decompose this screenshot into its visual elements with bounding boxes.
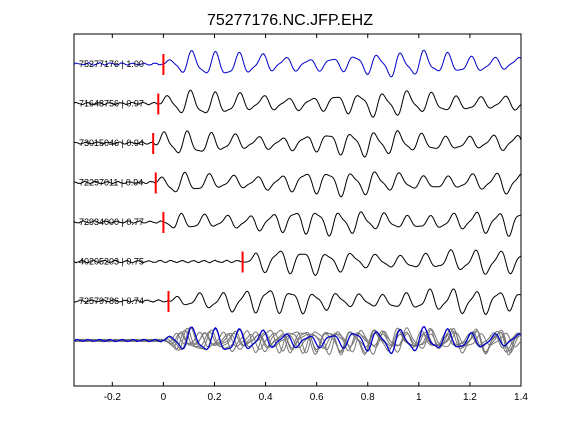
x-tick-label-8: 1.4 [514, 392, 528, 403]
x-tick-label-3: 0.4 [259, 392, 273, 403]
trace-label-1: 71648756 | 0.97 [79, 99, 144, 109]
x-tick-label-4: 0.6 [310, 392, 324, 403]
x-tick-label-5: 0.8 [361, 392, 375, 403]
x-tick-label-6: 1 [416, 392, 422, 403]
plot-frame [73, 33, 522, 387]
chart-title: 75277176.NC.JFP.EHZ [207, 12, 373, 29]
x-axis: -0.2 0 0.2 0.4 0.6 0.8 1 1.2 1.4 [104, 34, 528, 403]
x-tick-label-1: 0 [161, 392, 167, 403]
trace-line-0 [73, 49, 522, 78]
trace-label-3: 72297011 | 0.94 [79, 178, 143, 188]
trace-label-4: 72934000 | 0.77 [79, 217, 144, 227]
x-tick-label-0: -0.2 [104, 392, 122, 403]
trace-line-5 [73, 249, 522, 277]
trace-label-6: 72579786 | 0.74 [79, 296, 144, 306]
trace-group: 75277176 | 1.00 71648756 | 0.97 73015046 |… [73, 49, 522, 356]
x-tick-label-2: 0.2 [208, 392, 222, 403]
trace-label-2: 73015046 | 0.94 [79, 138, 144, 148]
trace-label-5: 40205203 | 0.75 [79, 257, 144, 267]
stack-line-6 [73, 327, 522, 355]
trace-line-1 [73, 89, 522, 118]
trace-line-3 [73, 171, 522, 198]
x-tick-label-7: 1.2 [463, 392, 477, 403]
trace-line-2 [73, 130, 522, 158]
trace-line-6 [73, 288, 522, 316]
trace-line-4 [73, 211, 522, 237]
trace-label-0: 75277176 | 1.00 [79, 59, 144, 69]
stack-line-0 [73, 325, 522, 355]
